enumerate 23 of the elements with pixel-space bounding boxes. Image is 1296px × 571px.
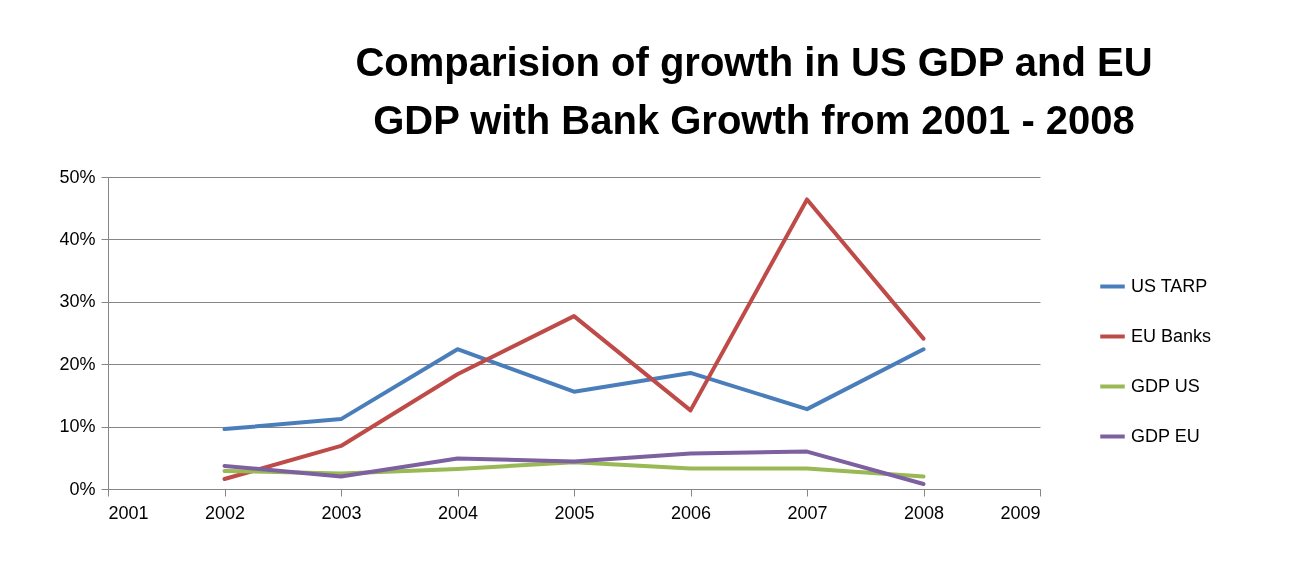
x-tick-label: 2002 [204,502,246,523]
legend-label: US TARP [1131,275,1208,296]
legend-label: GDP EU [1131,425,1200,446]
y-tick-label: 50% [59,166,96,187]
x-tick-label: 2001 [108,502,149,523]
legend-label: GDP US [1131,375,1200,396]
y-tick-label: 20% [59,353,96,374]
legend-label: EU Banks [1131,325,1212,346]
line-series [222,347,926,432]
chart-title: Comparision of growth in US GDP and EU GDP with Bank Growth from 2001 - 2008 [355,40,1153,142]
line-series [222,197,926,482]
y-tick-label: 10% [59,416,96,437]
line-series [222,449,926,487]
x-tick-label: 2004 [437,502,479,523]
y-tick-label: 0% [69,478,96,499]
x-tick-label: 2007 [787,502,828,523]
x-tick-label: 2005 [554,502,595,523]
x-tick-label: 2003 [321,502,362,523]
y-tick-label: 40% [59,228,96,249]
x-tick-label: 2006 [670,502,712,523]
y-tick-label: 30% [59,291,96,312]
x-tick-label: 2009 [1000,502,1041,523]
x-tick-label: 2008 [903,502,945,523]
